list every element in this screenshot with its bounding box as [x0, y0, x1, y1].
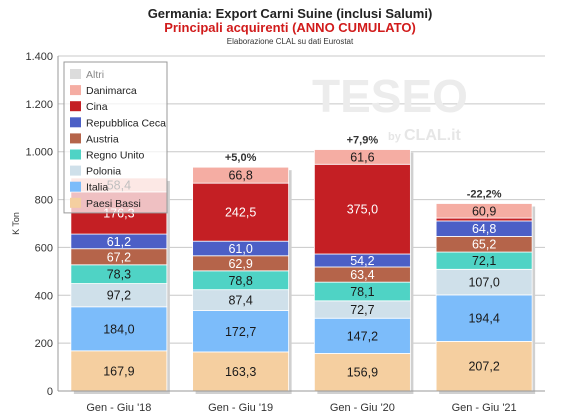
data-label: 63,4	[350, 268, 374, 282]
legend-label: Repubblica Ceca	[86, 117, 166, 129]
data-label: 167,9	[103, 364, 134, 378]
bar-segment	[313, 149, 411, 165]
x-tick-label: Gen - Giu '20	[330, 402, 395, 414]
y-axis-label: K Ton	[11, 212, 21, 235]
y-tick-label: 400	[35, 290, 53, 302]
data-label: 60,9	[472, 204, 496, 218]
bar-segment	[435, 294, 533, 342]
bar-segment	[192, 182, 290, 242]
legend-label: Polonia	[86, 166, 121, 178]
y-tick-label: 200	[35, 338, 53, 350]
data-label: 107,0	[468, 276, 499, 290]
legend-swatch	[70, 181, 81, 192]
watermark-by: by	[388, 131, 402, 143]
data-label: 163,3	[225, 365, 256, 379]
chart-subtitle: Principali acquirenti (ANNO CUMULATO)	[164, 20, 416, 35]
data-label: 67,2	[107, 250, 131, 264]
legend-swatch	[70, 85, 81, 96]
y-tick-label: 800	[35, 195, 53, 207]
data-label: 207,2	[468, 360, 499, 374]
chart-title: Germania: Export Carni Suine (inclusi Sa…	[147, 6, 433, 21]
change-annotation: -22,2%	[467, 188, 502, 200]
data-label: 147,2	[347, 329, 378, 343]
legend-swatch	[70, 149, 81, 160]
bars: 167,9184,097,278,367,261,2176,358,4163,3…	[70, 135, 536, 394]
axes: 0 200 400 600 800 1.000 1.200 1.400 K Ton Gen - G…	[11, 51, 545, 414]
bar-segment	[70, 350, 168, 392]
legend-swatch	[70, 101, 81, 112]
legend-label: Italia	[86, 182, 108, 194]
bar-segment	[70, 306, 168, 352]
watermark: TESEO by CLAL.it	[312, 70, 468, 144]
data-label: 194,4	[468, 312, 499, 326]
data-label: 156,9	[347, 366, 378, 380]
legend-label: Danimarca	[86, 85, 137, 97]
data-label: 72,1	[472, 254, 496, 268]
y-tick-label: 0	[47, 386, 53, 398]
bar-segment	[313, 353, 411, 392]
data-label: 61,2	[107, 235, 131, 249]
data-label: 78,3	[107, 268, 131, 282]
data-label: 72,7	[350, 303, 374, 317]
legend-swatch	[70, 69, 81, 79]
data-label: 66,8	[228, 169, 252, 183]
bar-segment	[435, 217, 533, 222]
x-tick-label: Gen - Giu '21	[452, 402, 517, 414]
legend-swatch	[70, 165, 81, 176]
y-tick-label: 600	[35, 242, 53, 254]
legend-label: Austria	[86, 133, 119, 145]
y-tick-label: 1.400	[25, 51, 53, 63]
legend-label: Altri	[86, 69, 104, 81]
data-label: 78,8	[228, 274, 252, 288]
bar-segment	[435, 268, 533, 296]
data-label: 172,7	[225, 325, 256, 339]
data-label: 97,2	[107, 289, 131, 303]
change-annotation: +7,9%	[347, 135, 379, 147]
legend-swatch	[70, 197, 81, 208]
data-label: 65,2	[472, 238, 496, 252]
legend: Altri Danimarca Cina Repubblica Ceca Austria…	[63, 61, 168, 214]
bar-segment	[435, 203, 533, 219]
change-annotation: +5,0%	[225, 152, 257, 164]
data-label: 78,1	[350, 285, 374, 299]
x-tick-label: Gen - Giu '19	[208, 402, 273, 414]
bar-segment	[192, 166, 290, 184]
legend-label: Paesi Bassi	[86, 198, 141, 210]
data-label: 87,4	[228, 294, 252, 308]
bar-segment	[313, 317, 411, 354]
chart-source: Elaborazione CLAL su dati Eurostat	[226, 37, 354, 46]
bar-segment	[192, 310, 290, 353]
watermark-brand: CLAL.it	[404, 127, 462, 144]
data-label: 54,2	[350, 254, 374, 268]
data-label: 184,0	[103, 322, 134, 336]
bar-segment	[313, 163, 411, 255]
y-tick-label: 1.000	[25, 147, 53, 159]
data-label: 64,8	[472, 222, 496, 236]
x-tick-label: Gen - Giu '18	[86, 402, 151, 414]
data-label: 62,9	[228, 257, 252, 271]
legend-label: Cina	[86, 101, 108, 113]
legend-swatch	[70, 117, 81, 128]
bar-segment	[435, 341, 533, 392]
legend-box	[63, 61, 168, 214]
watermark-text: TESEO	[312, 70, 468, 122]
data-label: 61,0	[228, 242, 252, 256]
legend-swatch	[70, 133, 81, 144]
data-label: 375,0	[347, 203, 378, 217]
y-tick-label: 1.200	[25, 99, 53, 111]
legend-label: Regno Unito	[86, 150, 145, 162]
data-label: 61,6	[350, 150, 374, 164]
data-label: 242,5	[225, 206, 256, 220]
